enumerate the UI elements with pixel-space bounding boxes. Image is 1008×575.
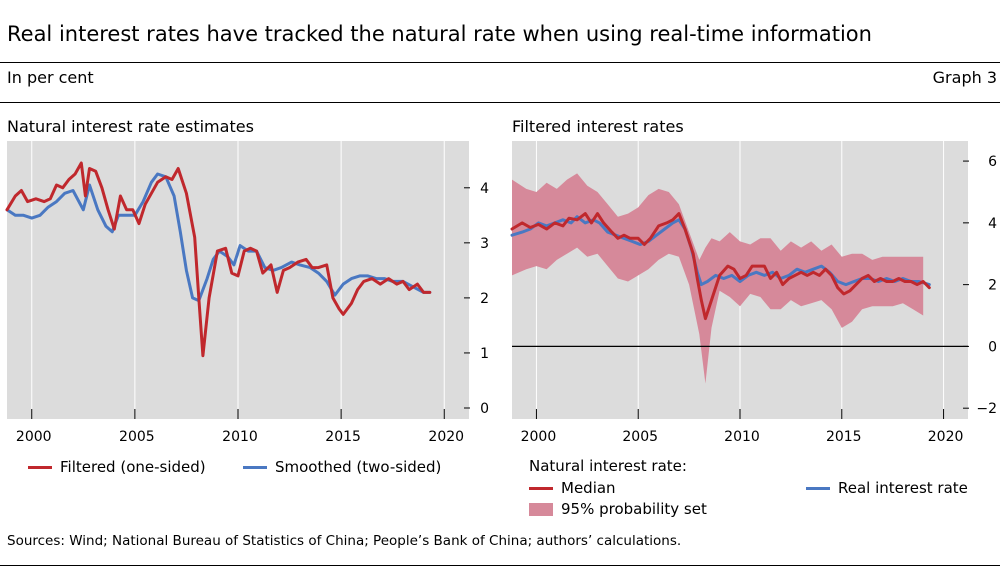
left-y-tick-label: 4	[480, 181, 489, 197]
right-x-tick-label: 2005	[622, 429, 658, 445]
left-y-tick-label: 1	[480, 346, 489, 362]
right-panel-title: Filtered interest rates	[512, 117, 684, 136]
right-x-tick-label: 2020	[928, 429, 964, 445]
legend-smoothed: Smoothed (two-sided)	[243, 457, 441, 476]
graph-number: Graph 3	[932, 68, 997, 87]
left-series-filtered-one-sided	[5, 161, 432, 358]
left-x-tick-label: 2005	[119, 429, 155, 445]
sources-note: Sources: Wind; National Bureau of Statis…	[7, 533, 682, 549]
legend-filtered-swatch	[28, 466, 52, 469]
right-y-tick-label: −2	[976, 401, 997, 417]
legend-band: 95% probability set	[529, 499, 707, 518]
legend-filtered-label: Filtered (one-sided)	[60, 458, 206, 476]
legend-real-rate: Real interest rate	[806, 478, 968, 497]
legend-median-label: Median	[561, 479, 616, 497]
right-y-tick-label: 0	[988, 339, 997, 355]
right-x-tick-label: 2000	[521, 429, 557, 445]
left-x-tick-label: 2015	[325, 429, 361, 445]
left-panel-title: Natural interest rate estimates	[7, 117, 254, 136]
right-series-real-interest-rate	[510, 215, 931, 287]
legend-median-swatch	[529, 487, 553, 490]
left-y-tick-label: 0	[480, 401, 489, 417]
legend-natural-rate-heading: Natural interest rate:	[529, 457, 687, 475]
chart-main-title: Real interest rates have tracked the nat…	[7, 22, 872, 46]
right-y-tick-label: 2	[988, 278, 997, 294]
legend-real-rate-label: Real interest rate	[838, 479, 968, 497]
left-y-tick-label: 3	[480, 236, 489, 252]
title-rule	[0, 62, 1000, 63]
left-x-tick-label: 2000	[16, 429, 52, 445]
legend-real-rate-swatch	[806, 487, 830, 490]
legend-band-swatch	[529, 503, 553, 516]
right-series-median	[510, 212, 931, 321]
left-y-tick-label: 2	[480, 291, 489, 307]
left-series-smoothed-two-sided	[5, 172, 432, 303]
left-x-tick-label: 2010	[222, 429, 258, 445]
right-y-tick-label: 4	[988, 216, 997, 232]
legend-filtered: Filtered (one-sided)	[28, 457, 206, 476]
footer-rule	[0, 565, 1000, 566]
right-x-tick-label: 2015	[826, 429, 862, 445]
legend-band-label: 95% probability set	[561, 500, 707, 518]
header-rule	[0, 102, 1000, 103]
right-x-tick-label: 2010	[724, 429, 760, 445]
legend-median: Median	[529, 478, 616, 497]
legend-smoothed-label: Smoothed (two-sided)	[275, 458, 442, 476]
legend-smoothed-swatch	[243, 466, 267, 469]
left-x-tick-label: 2020	[428, 429, 464, 445]
unit-label: In per cent	[7, 68, 94, 87]
right-y-tick-label: 6	[988, 154, 997, 170]
